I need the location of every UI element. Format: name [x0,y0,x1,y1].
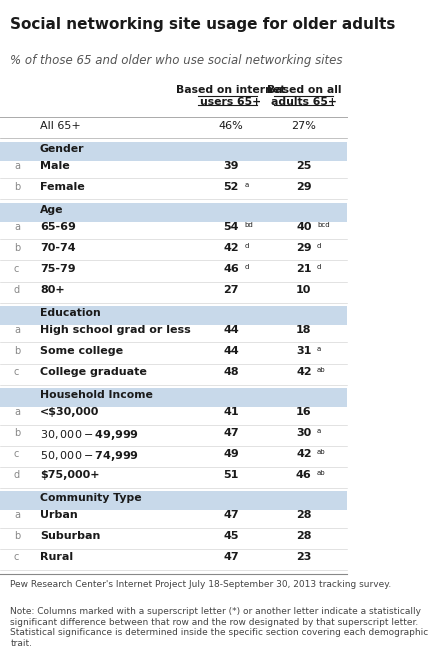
Text: 31: 31 [296,346,312,356]
Text: 27: 27 [223,285,239,295]
Text: 42: 42 [296,367,312,377]
Text: High school grad or less: High school grad or less [40,325,191,335]
Text: b: b [14,182,20,192]
Text: 18: 18 [296,325,312,335]
Text: c: c [14,264,19,274]
Text: 21: 21 [296,264,312,274]
Text: 29: 29 [296,182,312,192]
Text: a: a [14,407,20,417]
Text: 42: 42 [223,243,239,253]
Text: 46%: 46% [218,121,243,130]
Text: 41: 41 [223,407,239,417]
Text: Rural: Rural [40,552,73,562]
Text: bcd: bcd [317,221,329,227]
Text: Social networking site usage for older adults: Social networking site usage for older a… [10,17,396,32]
Text: <$30,000: <$30,000 [40,407,99,417]
Text: b: b [14,428,20,438]
Text: 49: 49 [223,449,239,459]
Text: Based on internet
users 65+: Based on internet users 65+ [176,86,286,107]
Text: c: c [14,449,19,459]
Text: a: a [14,325,20,335]
Text: 47: 47 [223,510,239,520]
FancyBboxPatch shape [0,306,347,325]
Text: 23: 23 [296,552,312,562]
Text: Urban: Urban [40,510,78,520]
Text: b: b [14,243,20,253]
Text: Community Type: Community Type [40,493,142,503]
Text: 16: 16 [296,407,312,417]
Text: d: d [14,470,20,480]
Text: Based on all
adults 65+: Based on all adults 65+ [267,86,341,107]
FancyBboxPatch shape [0,491,347,510]
Text: 10: 10 [296,285,312,295]
Text: bd: bd [244,221,253,227]
Text: 70-74: 70-74 [40,243,76,253]
Text: 75-79: 75-79 [40,264,76,274]
Text: Pew Research Center's Internet Project July 18-September 30, 2013 tracking surve: Pew Research Center's Internet Project J… [10,580,392,589]
Text: All 65+: All 65+ [40,121,81,130]
Text: 40: 40 [296,221,312,232]
Text: c: c [14,552,19,562]
Text: Gender: Gender [40,144,84,154]
Text: % of those 65 and older who use social networking sites: % of those 65 and older who use social n… [10,54,343,67]
Text: 25: 25 [296,161,312,171]
Text: d: d [317,243,322,248]
Text: $75,000+: $75,000+ [40,470,100,480]
Text: 65-69: 65-69 [40,221,76,232]
Text: Age: Age [40,204,63,215]
Text: 28: 28 [296,510,312,520]
Text: 29: 29 [296,243,312,253]
Text: College graduate: College graduate [40,367,147,377]
Text: ab: ab [317,449,326,455]
Text: 45: 45 [223,531,239,541]
Text: 44: 44 [223,346,239,356]
Text: 27%: 27% [291,121,316,130]
Text: Some college: Some college [40,346,123,356]
Text: Female: Female [40,182,85,192]
Text: d: d [244,243,249,248]
FancyBboxPatch shape [0,203,347,221]
Text: d: d [14,285,20,295]
Text: 51: 51 [223,470,239,480]
Text: $30,000-$49,999: $30,000-$49,999 [40,428,139,442]
Text: 46: 46 [223,264,239,274]
Text: 28: 28 [296,531,312,541]
Text: Education: Education [40,308,101,318]
Text: Male: Male [40,161,69,171]
FancyBboxPatch shape [0,142,347,161]
Text: a: a [14,510,20,520]
Text: d: d [317,264,322,270]
Text: 47: 47 [223,428,239,438]
Text: 30: 30 [296,428,312,438]
Text: ab: ab [317,470,326,476]
Text: Note: Columns marked with a superscript letter (*) or another letter indicate a : Note: Columns marked with a superscript … [10,608,429,648]
Text: 48: 48 [223,367,239,377]
Text: b: b [14,531,20,541]
Text: 47: 47 [223,552,239,562]
Text: a: a [14,161,20,171]
Text: a: a [317,346,321,352]
Text: d: d [244,264,249,270]
Text: Suburban: Suburban [40,531,101,541]
Text: $50,000-$74,999: $50,000-$74,999 [40,449,139,463]
Text: c: c [14,367,19,377]
Text: 46: 46 [296,470,312,480]
Text: 52: 52 [223,182,239,192]
Text: a: a [317,428,321,434]
Text: 39: 39 [223,161,239,171]
Text: 42: 42 [296,449,312,459]
FancyBboxPatch shape [0,388,347,407]
Text: a: a [14,221,20,232]
Text: 54: 54 [223,221,239,232]
Text: ab: ab [317,367,326,373]
Text: a: a [244,182,248,188]
Text: b: b [14,346,20,356]
Text: 44: 44 [223,325,239,335]
Text: 80+: 80+ [40,285,65,295]
Text: Household Income: Household Income [40,389,153,400]
